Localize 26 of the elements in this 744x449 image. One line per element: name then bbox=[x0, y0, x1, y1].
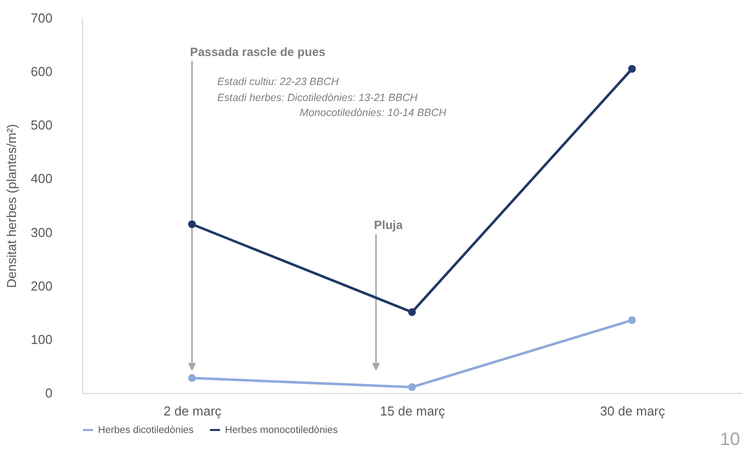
y-tick-label: 700 bbox=[30, 10, 52, 26]
legend-label: Herbes dicotiledònies bbox=[98, 425, 194, 436]
x-tick-label: 15 de març bbox=[380, 404, 446, 418]
text: 10 bbox=[720, 429, 740, 449]
y-tick-label: 400 bbox=[30, 171, 52, 186]
point bbox=[628, 316, 636, 324]
y-tick-label: 500 bbox=[30, 118, 52, 133]
y-tick-label: 100 bbox=[30, 332, 52, 347]
annotation: Passada rascle de pues bbox=[190, 45, 326, 59]
y-tick-label: 200 bbox=[30, 278, 52, 294]
annotation: Estadi cultiu: 22-23 BBCH bbox=[217, 76, 340, 88]
y-tick-label: 300 bbox=[30, 224, 52, 240]
point bbox=[628, 65, 636, 73]
y-tick-label: 0 bbox=[45, 386, 52, 400]
x-tick-label: 2 de març bbox=[164, 404, 222, 418]
point bbox=[408, 383, 416, 391]
y-axis-title: Densitat herbes (plantes/m²) bbox=[4, 124, 19, 288]
point bbox=[188, 220, 196, 228]
annotation: Monocotiledònies: 10-14 BBCH bbox=[300, 107, 447, 119]
annotation: Pluja bbox=[374, 218, 403, 232]
legend-label: Herbes monocotiledònies bbox=[225, 425, 338, 436]
point bbox=[408, 308, 416, 316]
point bbox=[188, 374, 196, 382]
y-tick-label: 600 bbox=[30, 64, 52, 80]
x-tick-label: 30 de març bbox=[600, 404, 666, 418]
annotation: Estadi herbes: Dicotiledònies: 13-21 BBCH bbox=[217, 92, 418, 104]
